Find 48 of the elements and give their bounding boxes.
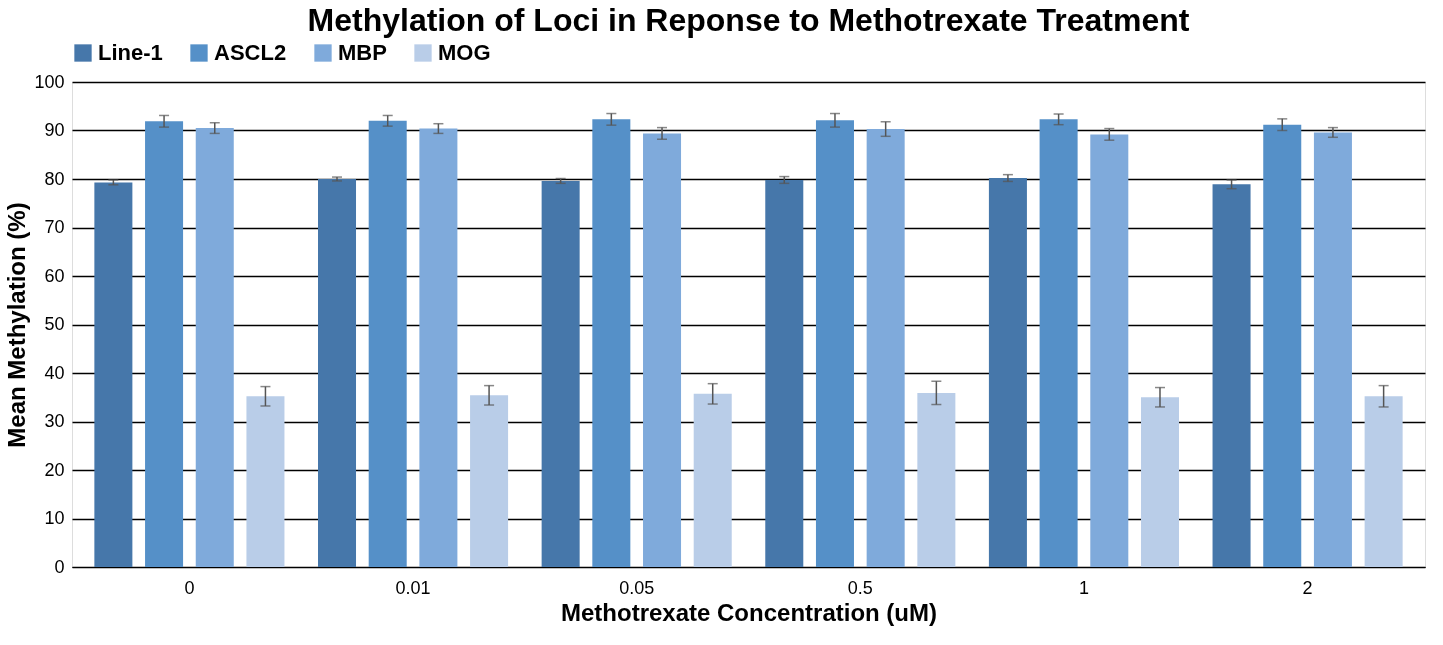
bar [94,182,133,567]
bar [592,119,631,567]
chart-title: Methylation of Loci in Reponse to Methotrexate Treatment [307,2,1190,38]
y-axis-title: Mean Methylation (%) [3,202,31,448]
y-tick-label: 10 [44,508,65,528]
y-tick-label: 50 [44,314,65,334]
bar [815,120,854,567]
x-tick-label: 0.05 [619,577,655,598]
x-tick-label: 0.5 [847,577,873,598]
bar [866,129,905,567]
bar [1039,119,1078,567]
bar [1263,124,1302,567]
bar [1212,184,1251,567]
x-tick-label: 0 [184,577,195,598]
legend-label: MBP [338,40,387,65]
bar [1090,134,1129,567]
y-tick-label: 90 [44,120,65,140]
bar [195,128,234,567]
y-tick-label: 60 [44,265,65,286]
x-tick-label: 1 [1078,577,1089,598]
legend-label: Line-1 [98,40,163,65]
bar [765,179,804,567]
y-tick-label: 40 [44,362,65,383]
bar [693,393,732,567]
legend-label: MOG [438,40,491,65]
y-tick-label: 0 [54,556,65,577]
bar [988,178,1027,567]
y-tick-label: 30 [44,411,65,431]
bar [1364,396,1403,567]
y-tick-label: 20 [44,459,65,480]
bar [1313,132,1352,567]
x-axis-title: Methotrexate Concentration (uM) [560,598,938,626]
bar [419,128,458,567]
bar [470,395,509,567]
y-tick-label: 70 [44,217,65,237]
bar [318,179,357,567]
bar [145,121,184,567]
bar [643,133,682,567]
y-tick-label: 100 [34,71,65,92]
x-tick-label: 0.01 [395,577,431,598]
legend-label: ASCL2 [214,40,287,65]
bar [368,120,407,567]
bar [917,392,956,567]
x-tick-label: 2 [1302,577,1313,598]
bar [541,180,580,567]
y-tick-label: 80 [44,168,65,189]
bar [1140,397,1179,567]
bar [246,396,285,567]
